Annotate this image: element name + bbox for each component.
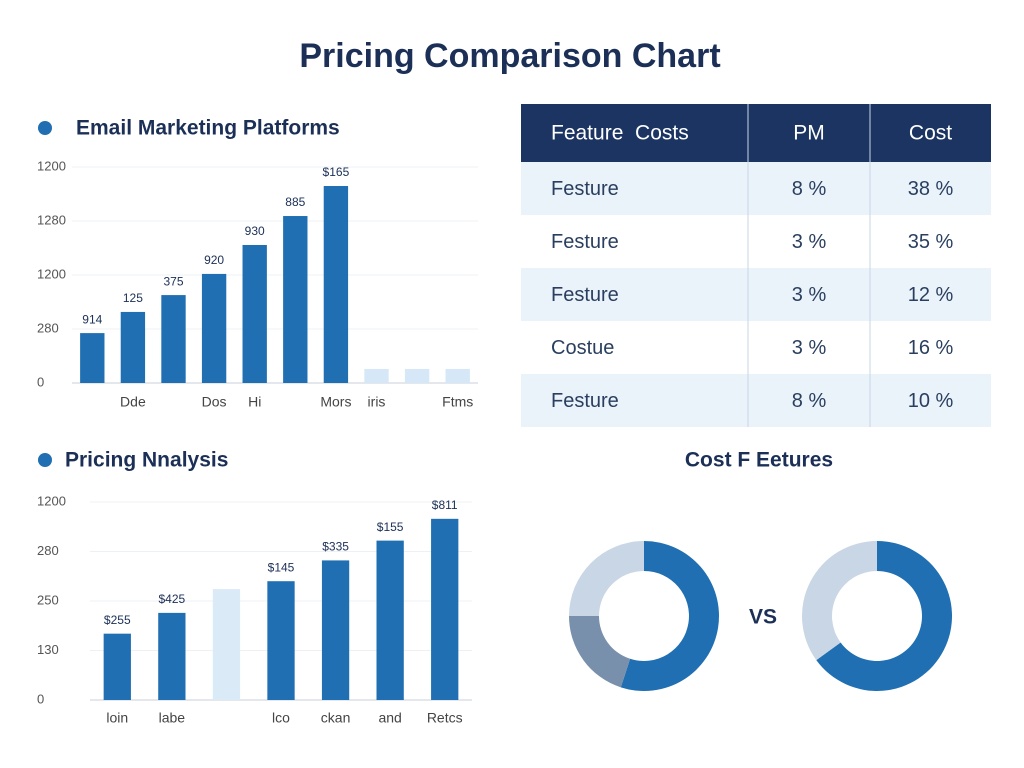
bar bbox=[445, 368, 470, 383]
y-tick-label: 1200 bbox=[37, 158, 66, 173]
x-tick-label: labe bbox=[159, 710, 186, 726]
section-title: Pricing Nnalysis bbox=[65, 449, 228, 472]
x-tick-label: Dos bbox=[202, 394, 227, 410]
bar bbox=[80, 333, 105, 383]
value-label: 375 bbox=[163, 274, 183, 288]
donut-segment bbox=[620, 541, 719, 692]
x-tick-label: ckan bbox=[321, 710, 351, 726]
value-label: 920 bbox=[204, 253, 224, 267]
page-title: Pricing Comparison Chart bbox=[299, 37, 720, 75]
bar bbox=[201, 273, 227, 383]
table-row-bg bbox=[521, 374, 991, 427]
bar bbox=[283, 216, 308, 383]
table-cell: Festure bbox=[551, 390, 619, 412]
y-tick-label: 1200 bbox=[37, 493, 66, 508]
table-header-cell: Feature Costs bbox=[551, 122, 689, 145]
table-row-bg bbox=[521, 162, 991, 215]
table-header-bg bbox=[521, 104, 991, 162]
value-label: 914 bbox=[82, 312, 102, 326]
donut-segment bbox=[569, 616, 631, 688]
donut-segment bbox=[816, 541, 952, 691]
table-cell: 38 % bbox=[908, 178, 954, 200]
donut-title: Cost F Eetures bbox=[685, 449, 833, 472]
y-tick-label: 1200 bbox=[37, 266, 66, 281]
x-tick-label: Mors bbox=[320, 394, 351, 410]
bar bbox=[404, 368, 430, 383]
value-label: $155 bbox=[377, 520, 404, 534]
table-row-bg bbox=[521, 215, 991, 268]
table-cell: 3 % bbox=[792, 284, 827, 306]
x-tick-label: iris bbox=[368, 394, 386, 410]
bar bbox=[431, 518, 459, 700]
vs-label: VS bbox=[749, 606, 777, 629]
table-row-bg bbox=[521, 268, 991, 321]
x-tick-label: and bbox=[378, 710, 401, 726]
table-cell: Festure bbox=[551, 284, 619, 306]
x-tick-label: Retcs bbox=[427, 710, 463, 726]
x-tick-label: Hi bbox=[248, 394, 261, 410]
bar bbox=[120, 311, 146, 383]
y-tick-label: 130 bbox=[37, 642, 59, 657]
value-label: $255 bbox=[104, 613, 131, 627]
y-tick-label: 250 bbox=[37, 592, 59, 607]
y-tick-label: 280 bbox=[37, 543, 59, 558]
bar bbox=[364, 368, 389, 383]
table-cell: 3 % bbox=[792, 231, 827, 253]
table-cell: Festure bbox=[551, 231, 619, 253]
value-label: $165 bbox=[323, 165, 350, 179]
value-label: 930 bbox=[245, 224, 265, 238]
donut-segment bbox=[569, 541, 644, 616]
bar bbox=[267, 581, 295, 700]
table-cell: Festure bbox=[551, 178, 619, 200]
table-cell: 16 % bbox=[908, 337, 954, 359]
section-dot bbox=[38, 121, 52, 135]
value-label: 125 bbox=[123, 291, 143, 305]
y-tick-label: 1280 bbox=[37, 212, 66, 227]
bar bbox=[212, 589, 241, 700]
bar bbox=[376, 540, 404, 700]
value-label: $145 bbox=[268, 560, 295, 574]
y-tick-label: 0 bbox=[37, 691, 44, 706]
value-label: 885 bbox=[285, 195, 305, 209]
y-tick-label: 280 bbox=[37, 320, 59, 335]
x-tick-label: Ftms bbox=[442, 394, 473, 410]
bar bbox=[242, 244, 267, 383]
table-cell: 8 % bbox=[792, 390, 827, 412]
bar bbox=[321, 560, 350, 700]
table-cell: 35 % bbox=[908, 231, 954, 253]
table-cell: 12 % bbox=[908, 284, 954, 306]
section-dot bbox=[38, 453, 52, 467]
section-title: Email Marketing Platforms bbox=[76, 117, 340, 140]
value-label: $335 bbox=[322, 540, 349, 554]
x-tick-label: Dde bbox=[120, 394, 146, 410]
table-header-cell: Cost bbox=[909, 122, 952, 145]
bar bbox=[158, 612, 186, 700]
bar bbox=[161, 295, 186, 383]
table-cell: 3 % bbox=[792, 337, 827, 359]
table-header-cell: PM bbox=[793, 122, 825, 145]
x-tick-label: lco bbox=[272, 710, 290, 726]
donut-segment bbox=[801, 541, 877, 661]
x-tick-label: loin bbox=[106, 710, 128, 726]
table-cell: Costue bbox=[551, 337, 614, 359]
y-tick-label: 0 bbox=[37, 374, 44, 389]
value-label: $425 bbox=[159, 592, 186, 606]
table-cell: 10 % bbox=[908, 390, 954, 412]
table-cell: 8 % bbox=[792, 178, 827, 200]
bar bbox=[323, 186, 349, 383]
table-row-bg bbox=[521, 321, 991, 374]
value-label: $811 bbox=[432, 498, 458, 512]
bar bbox=[103, 633, 131, 700]
